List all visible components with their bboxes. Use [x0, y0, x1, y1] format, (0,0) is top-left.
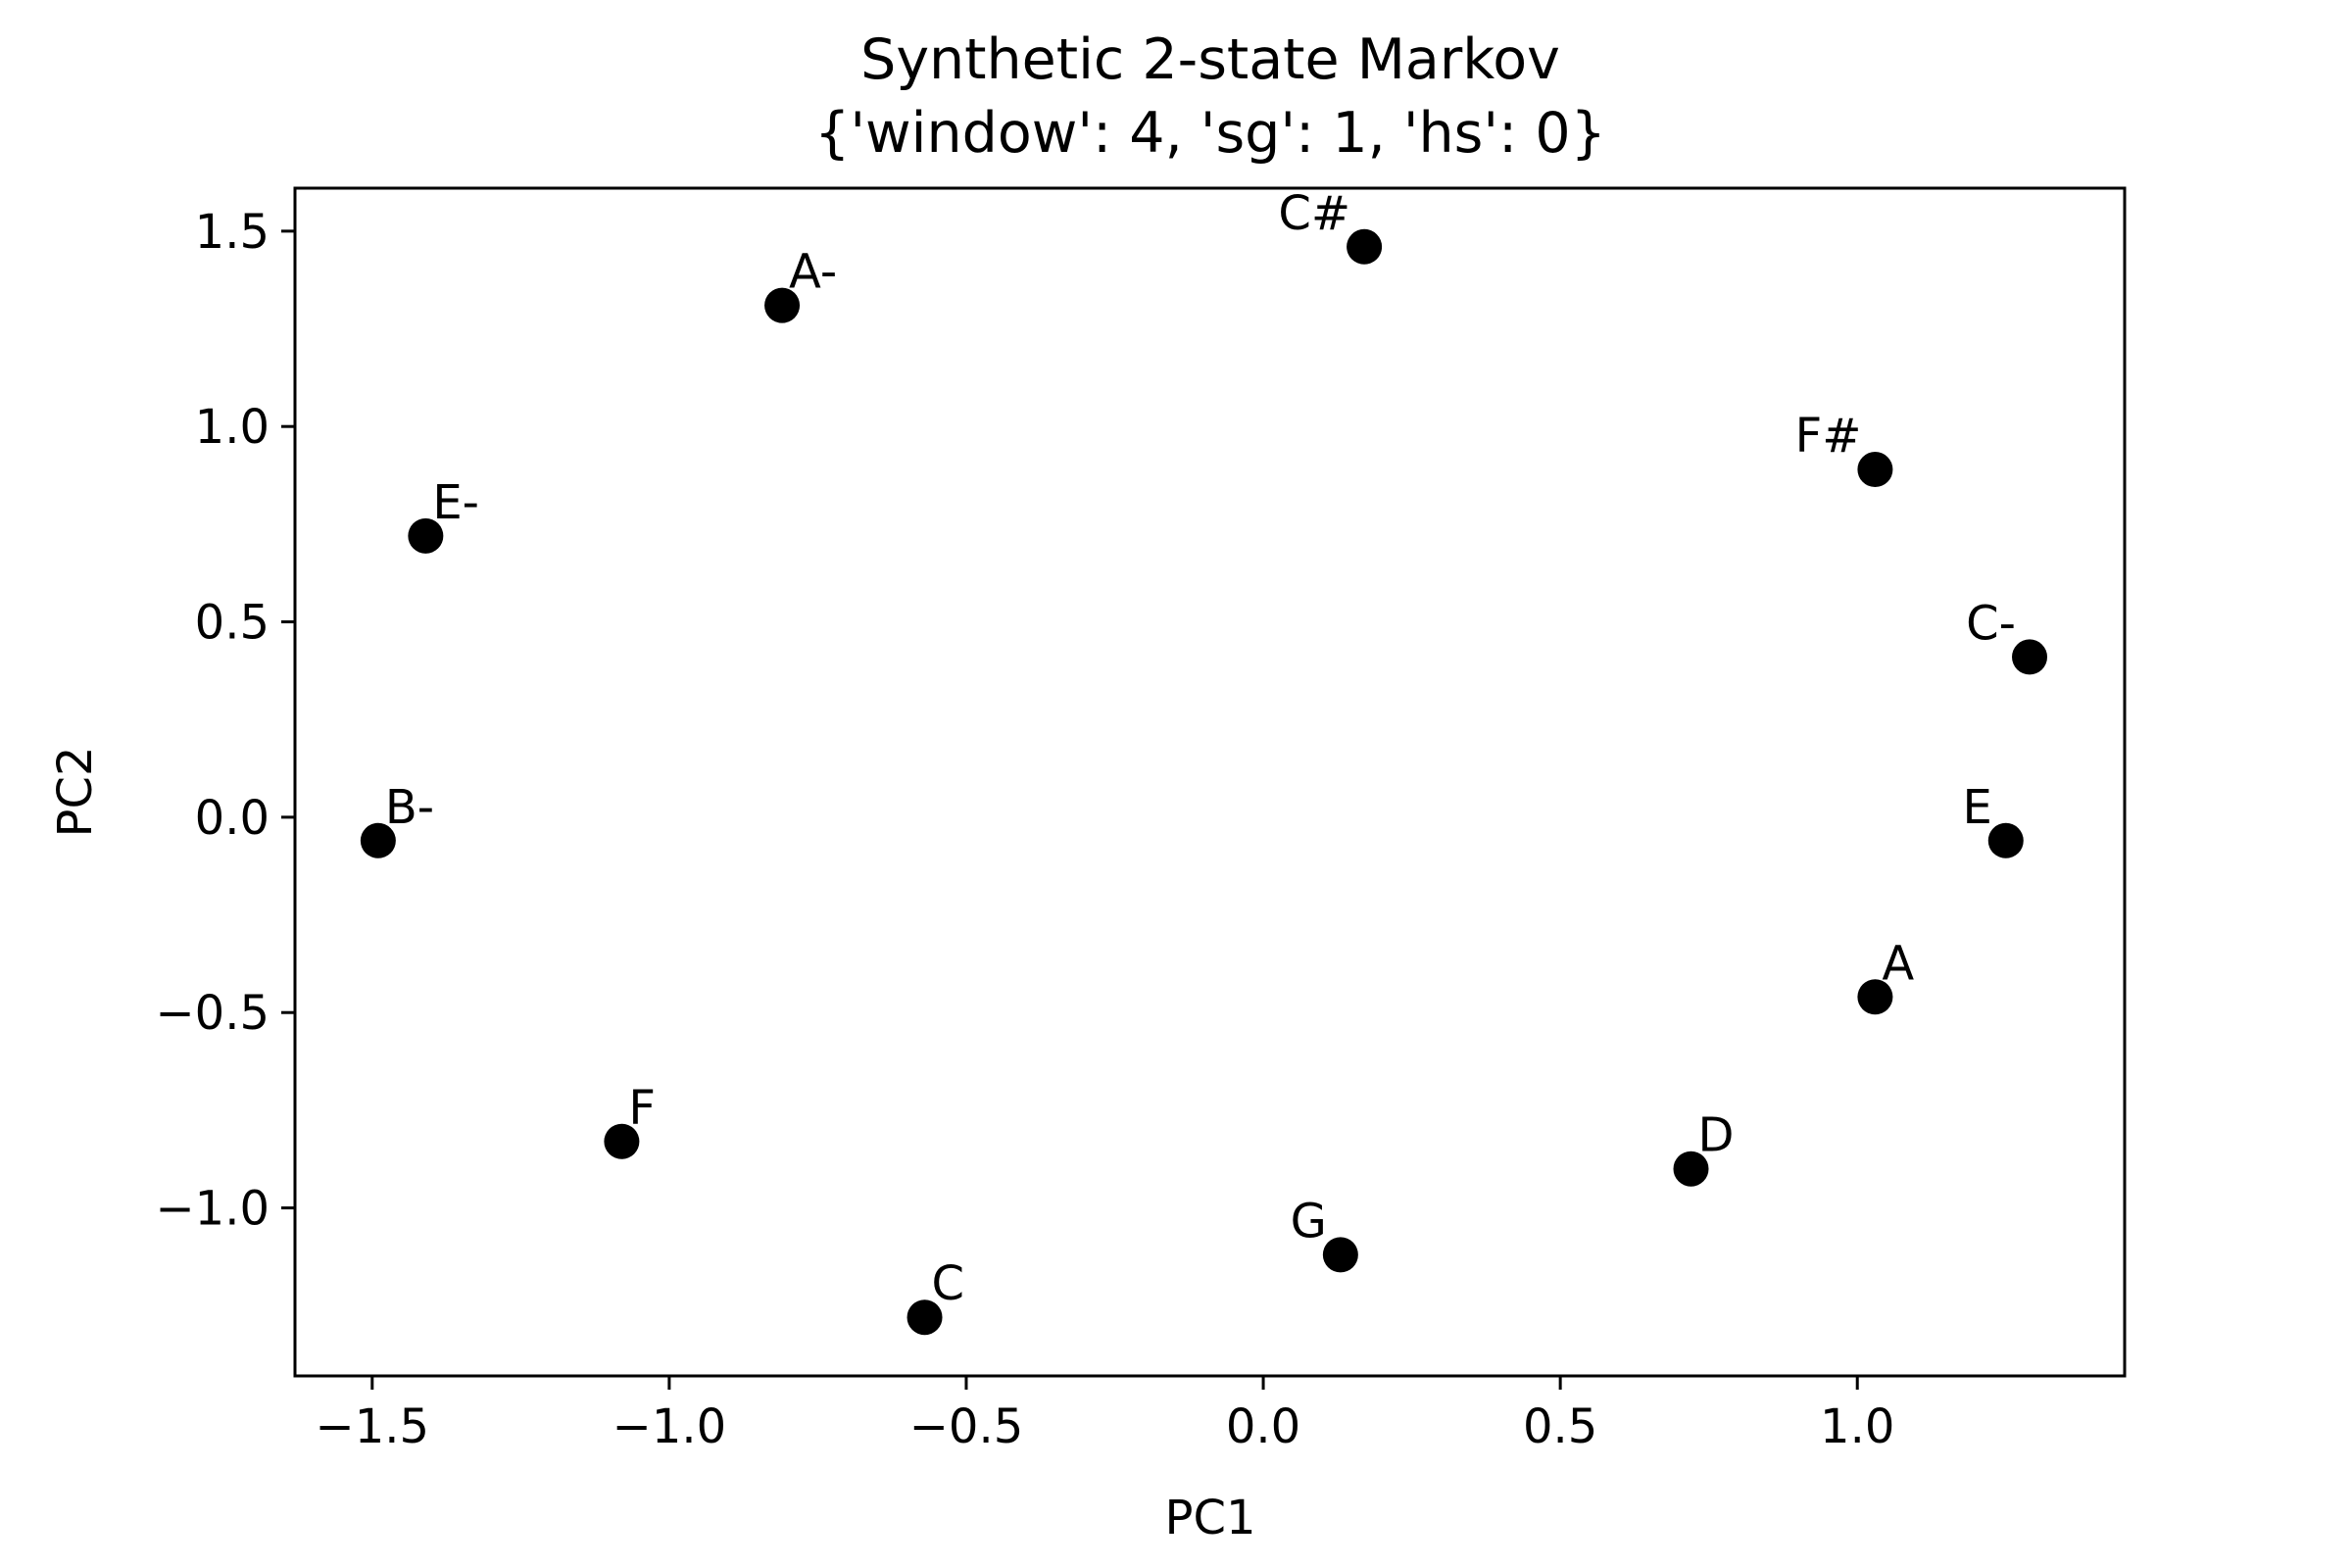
data-point — [1987, 822, 2024, 858]
x-axis: −1.5 −1.0 −0.5 0.0 0.5 1.0 — [316, 1376, 1894, 1454]
x-axis-label: PC1 — [1165, 1491, 1256, 1545]
y-tick-label: 0.5 — [195, 596, 270, 651]
chart-title: Synthetic 2-state Markov — [860, 27, 1560, 92]
point-label: E- — [432, 475, 479, 530]
y-axis: −1.0 −0.5 0.0 0.5 1.0 1.5 — [155, 205, 295, 1237]
point-label: D — [1697, 1108, 1734, 1163]
x-tick-label: 0.5 — [1523, 1399, 1597, 1454]
data-point — [1347, 228, 1383, 265]
data-point — [1322, 1237, 1358, 1273]
data-point — [408, 517, 444, 554]
y-tick-label: −1.0 — [155, 1182, 270, 1237]
y-tick-label: 1.0 — [195, 400, 270, 455]
data-point — [1857, 979, 1893, 1015]
data-point — [1857, 452, 1893, 488]
data-point — [604, 1123, 640, 1159]
point-label: C — [932, 1256, 965, 1311]
chart-subtitle: {'window': 4, 'sg': 1, 'hs': 0} — [814, 101, 1606, 166]
data-point — [1673, 1151, 1709, 1187]
y-axis-label: PC2 — [48, 747, 103, 838]
point-label: C- — [1966, 596, 2016, 651]
data-point — [2012, 639, 2048, 675]
data-points: C# A- F# E- C- B- E A F D G C — [360, 186, 2048, 1336]
point-label: A — [1882, 936, 1914, 991]
x-tick-label: −1.0 — [612, 1399, 727, 1454]
y-tick-label: 1.5 — [195, 205, 270, 260]
point-label: E — [1962, 780, 1991, 835]
x-tick-label: 0.0 — [1226, 1399, 1300, 1454]
plot-frame — [293, 186, 2127, 1378]
point-label: C# — [1278, 186, 1350, 241]
point-label: F — [628, 1081, 656, 1136]
x-tick-label: −1.5 — [316, 1399, 430, 1454]
data-point — [906, 1299, 943, 1336]
data-point — [360, 822, 396, 858]
point-label: F# — [1795, 409, 1862, 464]
y-tick-label: −0.5 — [155, 986, 270, 1041]
data-point — [764, 287, 801, 323]
point-label: G — [1291, 1194, 1327, 1249]
x-tick-label: 1.0 — [1820, 1399, 1894, 1454]
plot-area — [293, 186, 2127, 1378]
point-label: B- — [385, 780, 434, 835]
point-label: A- — [789, 245, 837, 300]
x-tick-label: −0.5 — [909, 1399, 1024, 1454]
y-tick-label: 0.0 — [195, 791, 270, 846]
